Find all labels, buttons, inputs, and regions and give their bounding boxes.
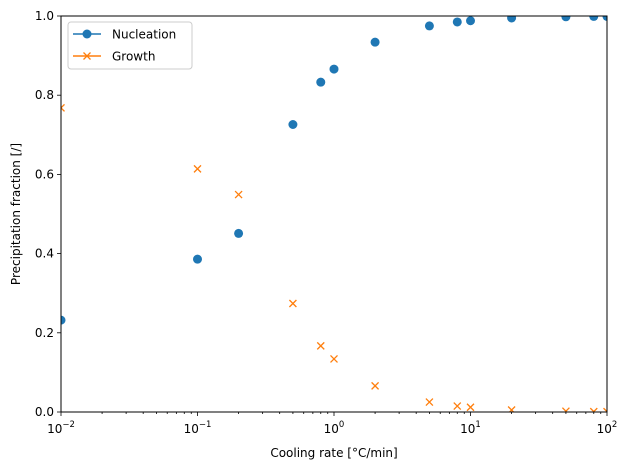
growth-point (466, 403, 475, 412)
nucleation-point (452, 17, 462, 27)
y-tick-label: 0.4 (35, 247, 54, 261)
x-axis-label: Cooling rate [°C/min] (270, 446, 397, 460)
nucleation-point (561, 16, 571, 22)
nucleation-point (424, 21, 434, 31)
nucleation-point (602, 16, 607, 21)
growth-point (316, 341, 325, 350)
y-axis-label: Precipitation fraction [/] (9, 143, 23, 285)
y-tick-label: 0.2 (35, 326, 54, 340)
x-tick-label: 10−1 (184, 420, 212, 436)
nucleation-point (466, 16, 475, 26)
legend-marker-circle (82, 29, 92, 39)
nucleation-point (288, 120, 298, 130)
growth-point (561, 407, 570, 412)
nucleation-point (507, 16, 517, 23)
x-tick-label: 101 (460, 420, 481, 436)
growth-point (234, 190, 243, 199)
growth-point (507, 406, 516, 412)
x-tick-label: 100 (324, 420, 345, 436)
nucleation-point (193, 254, 202, 264)
growth-point (330, 354, 338, 363)
legend-label: Growth (112, 50, 155, 64)
y-tick-label: 1.0 (35, 9, 54, 23)
legend-marker-x (83, 52, 91, 60)
growth-point (61, 103, 65, 112)
x-tick-label: 10−2 (47, 420, 75, 436)
growth-point (288, 299, 297, 308)
nucleation-point (589, 16, 599, 21)
y-axis: 0.0 0.2 0.4 0.6 0.8 1.0 (35, 9, 61, 419)
growth-point (371, 381, 380, 390)
growth-point (603, 407, 607, 412)
x-tick-label: 102 (597, 420, 618, 436)
nucleation-point (234, 228, 244, 238)
chart-marks (61, 16, 607, 412)
plot-frame (60, 15, 608, 413)
y-tick-label: 0.6 (35, 167, 54, 181)
growth-point (193, 164, 202, 173)
nucleation-point (370, 37, 380, 47)
legend: Nucleation Growth (67, 21, 193, 70)
y-tick-label: 0.8 (35, 88, 54, 102)
nucleation-point (316, 77, 326, 87)
nucleation-point (329, 64, 339, 74)
y-tick-label: 0.0 (35, 405, 54, 419)
legend-label: Nucleation (112, 28, 176, 42)
nucleation-point (61, 315, 66, 325)
growth-point (453, 402, 462, 411)
x-axis: 10−2 10−1 100 101 102 (47, 412, 617, 436)
growth-point (425, 398, 434, 407)
